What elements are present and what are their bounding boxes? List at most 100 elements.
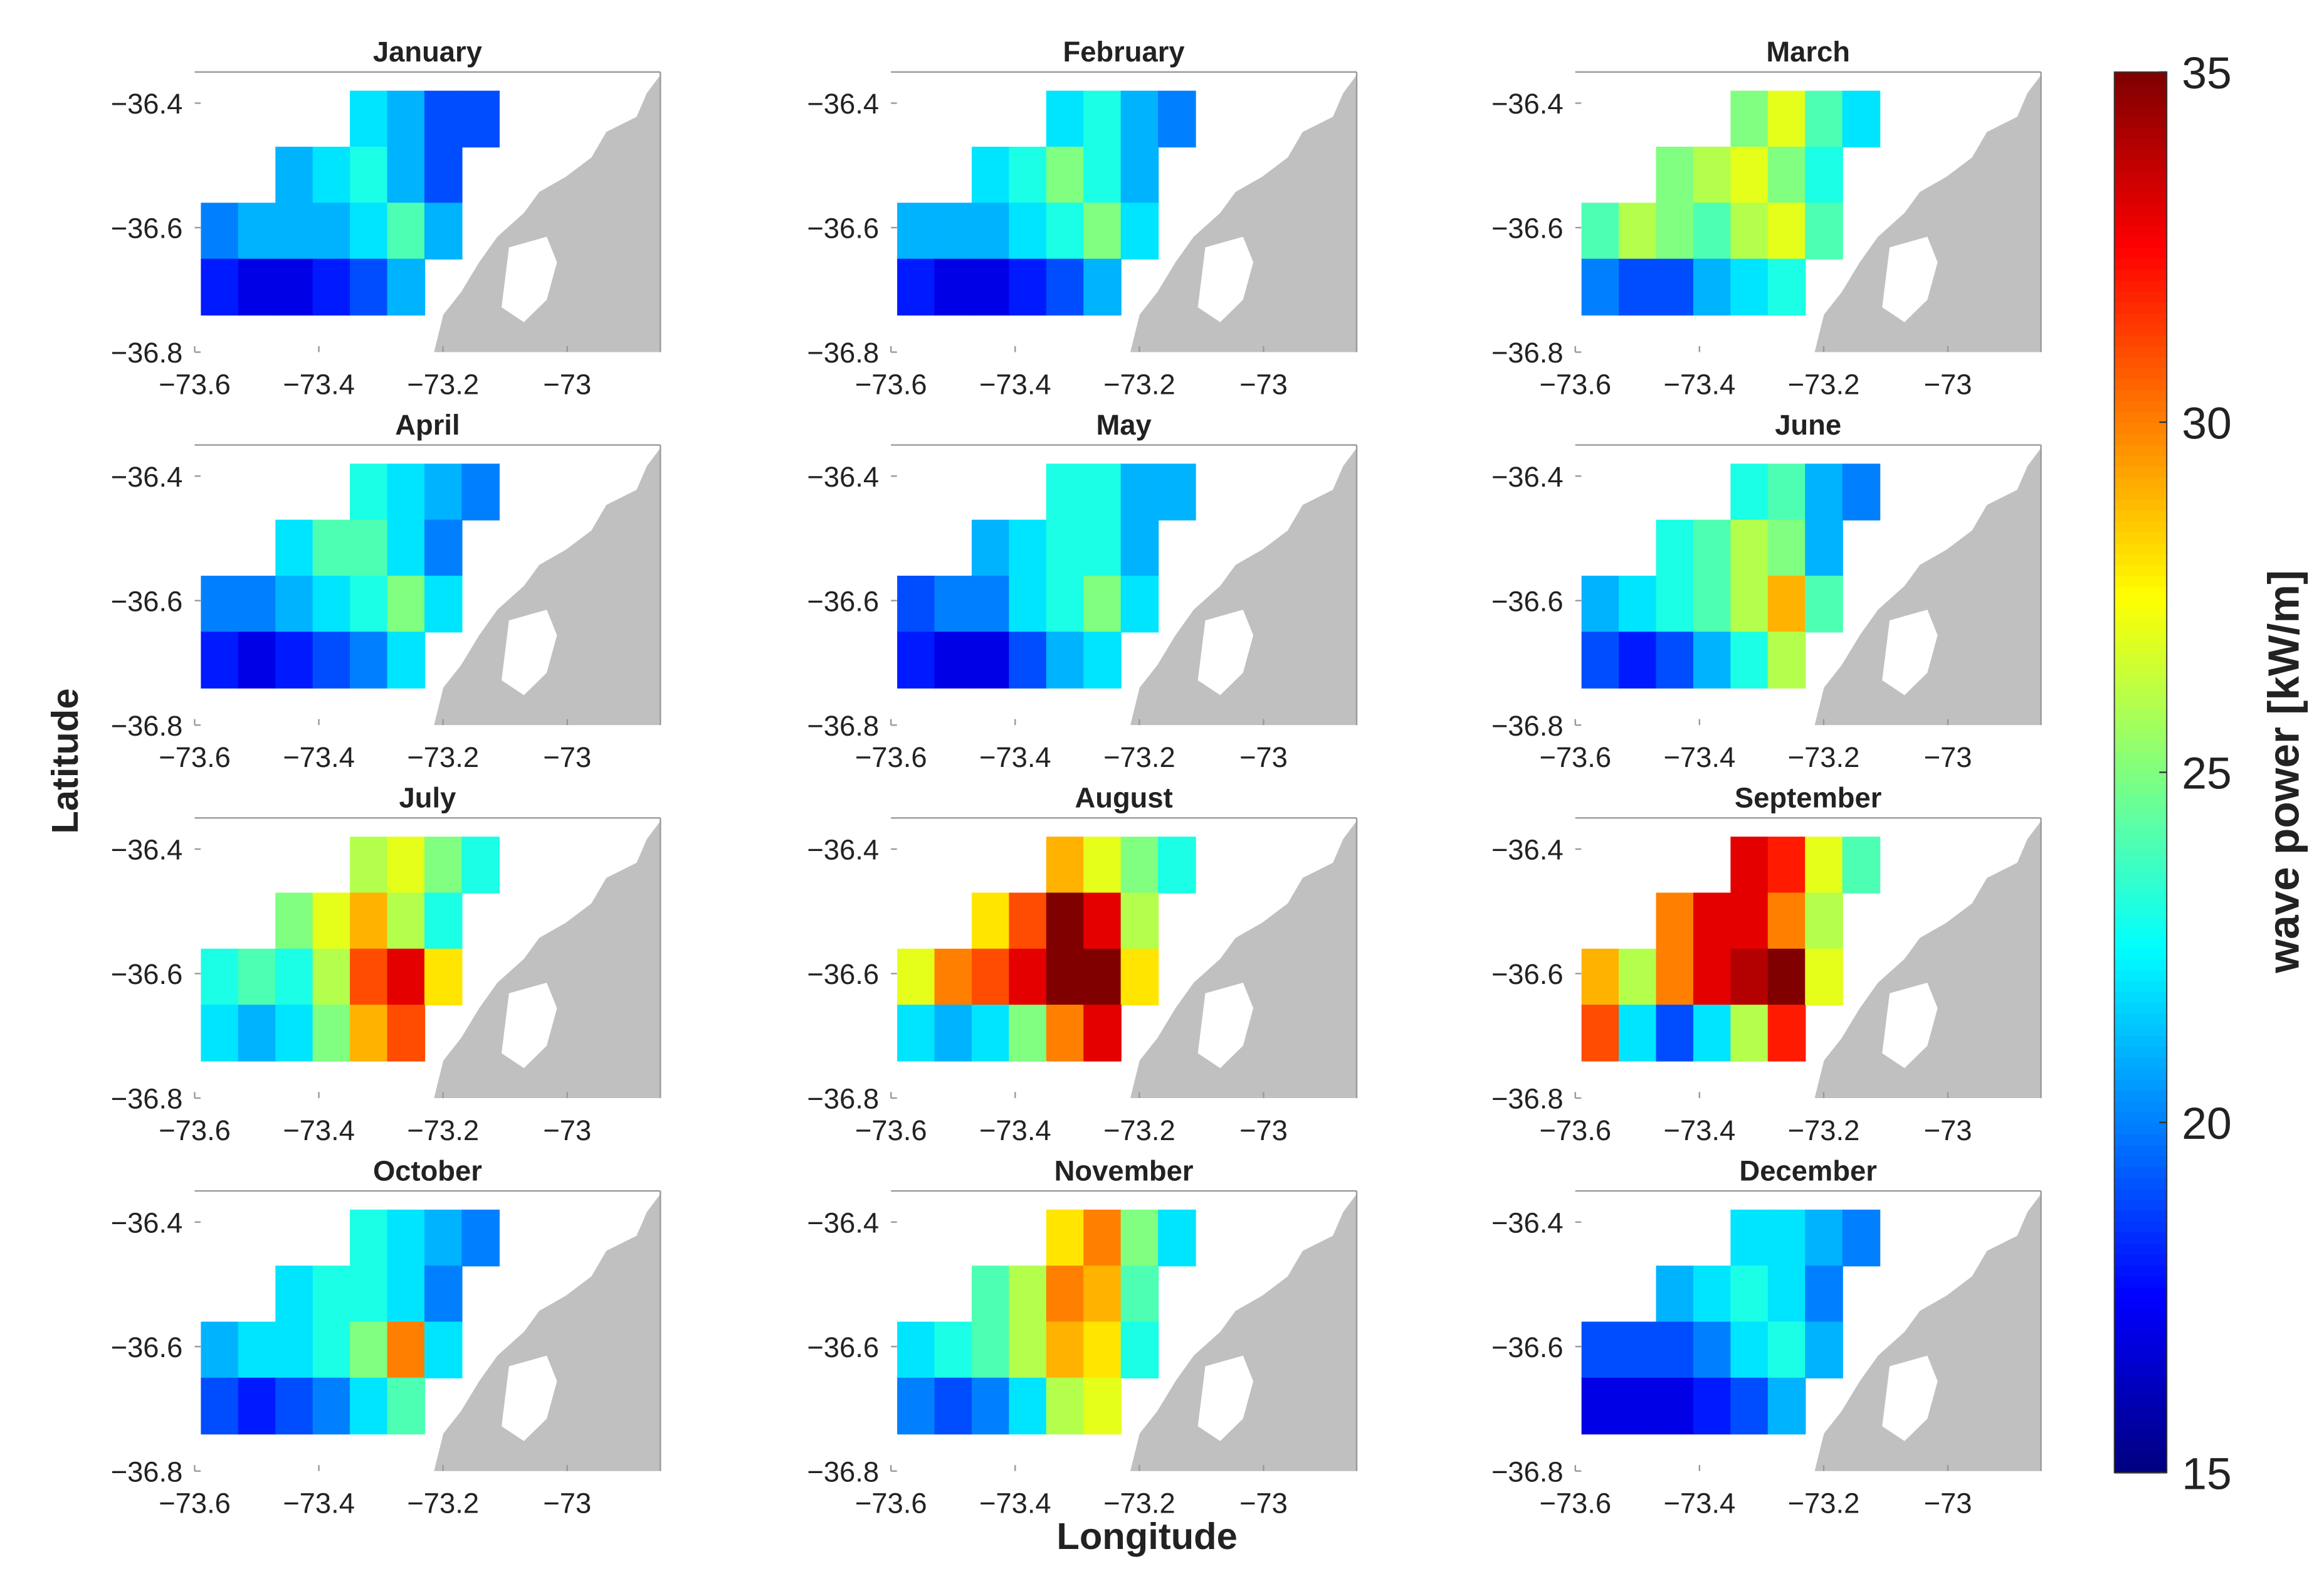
y-tick-label: −36.6 (807, 958, 879, 990)
heat-cell (971, 948, 1010, 1006)
x-tick-label: −73.6 (1539, 1114, 1611, 1146)
heat-cell (275, 948, 313, 1006)
heat-cell (1767, 632, 1806, 689)
colorbar-swatch (2114, 860, 2167, 872)
heat-cell (1158, 1209, 1196, 1267)
colorbar-swatch (2114, 422, 2167, 435)
x-axis-label: Longitude (1056, 1515, 1237, 1557)
colorbar-label: wave power [kW/m] (2259, 570, 2308, 974)
heat-cell (201, 1377, 239, 1435)
heat-cell (1083, 837, 1122, 894)
heat-cell (1656, 632, 1695, 689)
y-tick-label: −36.6 (807, 213, 879, 245)
heat-cell (897, 1321, 935, 1379)
heat-cell (1767, 837, 1806, 894)
heat-cell (1046, 948, 1085, 1006)
colorbar-tick-label: 30 (2182, 398, 2232, 448)
colorbar-swatch (2114, 575, 2167, 588)
heat-cell (387, 1005, 426, 1062)
colorbar-swatch (2114, 597, 2167, 610)
panel: May −36.4 −36.6 −36.8−73.6 −73.4 −73.2 −73 (807, 409, 1358, 773)
heat-cell (1730, 1005, 1769, 1062)
heat-cell (897, 632, 935, 689)
colorbar-tick-label: 20 (2182, 1099, 2232, 1149)
y-tick-label: −36.4 (111, 88, 183, 120)
heat-cell (275, 892, 313, 949)
heat-cell (934, 258, 973, 316)
colorbar-swatch (2114, 93, 2167, 106)
y-tick-label: −36.8 (111, 710, 183, 742)
heat-cell (1046, 576, 1085, 633)
colorbar-swatch (2114, 619, 2167, 632)
colorbar-swatch (2114, 1407, 2167, 1419)
x-tick-label: −73.4 (979, 368, 1051, 400)
x-tick-label: −73 (1239, 1488, 1288, 1520)
y-tick-label: −36.4 (111, 834, 183, 866)
heat-cell (1656, 892, 1695, 949)
heat-cell (934, 1377, 973, 1435)
heat-cell (1009, 948, 1047, 1006)
heat-cell (238, 1005, 276, 1062)
heat-cell (424, 203, 463, 260)
heat-cell (1046, 203, 1085, 260)
x-tick-label: −73.6 (855, 1488, 927, 1520)
island-gap (1882, 1355, 1938, 1441)
heat-cell (1767, 576, 1806, 633)
heat-cell (275, 258, 313, 316)
colorbar-swatch (2114, 969, 2167, 981)
x-tick-label: −73.4 (979, 1114, 1051, 1146)
heat-cell (1046, 463, 1085, 521)
colorbar-swatch (2114, 268, 2167, 281)
heat-cell (1730, 837, 1769, 894)
heat-cell (461, 1209, 500, 1267)
heat-cell (1009, 1005, 1047, 1062)
colorbar-swatch (2114, 848, 2167, 861)
colorbar-swatch (2114, 1341, 2167, 1353)
heat-cell (275, 1266, 313, 1323)
x-tick-label: −73.6 (159, 741, 231, 773)
y-tick-label: −36.8 (1491, 337, 1564, 369)
colorbar-swatch (2114, 1352, 2167, 1365)
heat-cell (1619, 1005, 1657, 1062)
x-tick-label: −73.2 (1788, 368, 1860, 400)
colorbar-swatch (2114, 159, 2167, 172)
heat-cell (312, 203, 351, 260)
heat-cell (1767, 258, 1806, 316)
x-tick-label: −73.4 (979, 1488, 1051, 1520)
heat-cell (312, 1321, 351, 1379)
heat-cell (1693, 1321, 1732, 1379)
x-tick-label: −73.2 (407, 368, 479, 400)
heat-cell (1693, 892, 1732, 949)
island-gap (1882, 236, 1938, 322)
colorbar-swatch (2114, 499, 2167, 511)
heat-cell (971, 203, 1010, 260)
colorbar-swatch (2114, 1308, 2167, 1321)
island-gap (502, 1355, 557, 1441)
colorbar-swatch (2114, 684, 2167, 697)
panel-title: March (1766, 36, 1850, 68)
heat-cell (1120, 1266, 1159, 1323)
colorbar-swatch (2114, 356, 2167, 369)
heat-cell (934, 948, 973, 1006)
panel: August −36.4 −36.6 −36.8−73.6 −73.4 −73.2 −73 (807, 782, 1358, 1146)
heat-cell (1083, 1005, 1122, 1062)
heat-cell (1805, 463, 1843, 521)
heat-cell (1693, 632, 1732, 689)
heat-cell (1158, 837, 1196, 894)
colorbar-swatch (2114, 1198, 2167, 1211)
heat-cell (1767, 1266, 1806, 1323)
colorbar-swatch (2114, 521, 2167, 533)
x-tick-label: −73.4 (283, 1114, 355, 1146)
colorbar-swatch (2114, 1144, 2167, 1156)
heat-cell (312, 1005, 351, 1062)
heat-cell (461, 90, 500, 148)
heat-cell (1730, 576, 1769, 633)
heat-cell (424, 463, 463, 521)
colorbar-swatch (2114, 936, 2167, 949)
y-tick-label: −36.4 (807, 461, 879, 493)
land (1814, 1193, 2041, 1471)
heat-cell (350, 837, 388, 894)
x-tick-label: −73.4 (1663, 368, 1735, 400)
heat-cell (1619, 948, 1657, 1006)
heat-cell (897, 258, 935, 316)
